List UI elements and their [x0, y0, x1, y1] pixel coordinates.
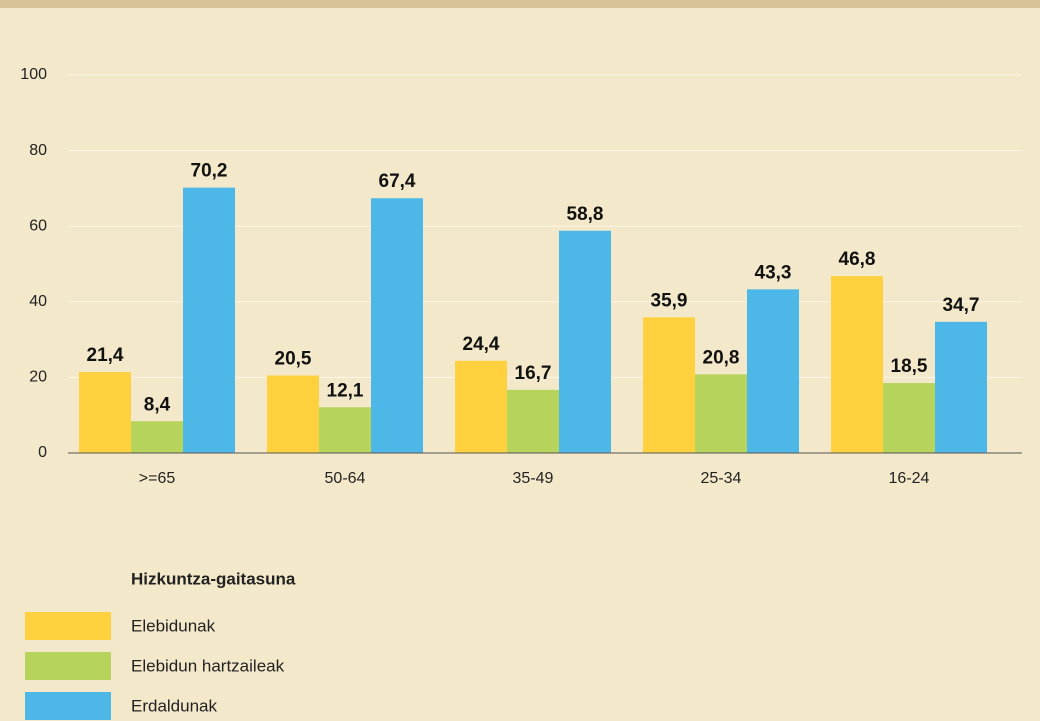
- bar: [371, 198, 423, 453]
- y-tick-label: 20: [29, 369, 47, 386]
- bar: [935, 321, 987, 453]
- legend-label: Elebidun hartzaileak: [131, 656, 285, 675]
- bar: [267, 375, 319, 453]
- value-label: 46,8: [839, 249, 876, 270]
- x-tick-label: 35-49: [513, 470, 554, 487]
- x-tick-label: 50-64: [325, 470, 366, 487]
- bar: [559, 230, 611, 453]
- value-label: 21,4: [87, 345, 124, 366]
- value-label: 24,4: [463, 334, 500, 355]
- y-tick-label: 0: [38, 444, 47, 461]
- legend-swatch: [25, 652, 111, 680]
- bar: [695, 374, 747, 453]
- value-label: 12,1: [327, 380, 364, 401]
- legend-swatch: [25, 612, 111, 640]
- value-label: 43,3: [755, 262, 792, 283]
- bar: [507, 389, 559, 453]
- x-tick-label: >=65: [139, 470, 176, 487]
- legend-label: Erdaldunak: [131, 696, 218, 715]
- bar: [319, 407, 371, 453]
- bar: [455, 360, 507, 453]
- bar: [643, 317, 695, 453]
- top-strip: [0, 0, 1040, 8]
- bar: [183, 187, 235, 454]
- bar: [883, 383, 935, 453]
- x-tick-label: 25-34: [701, 470, 742, 487]
- bar: [747, 289, 799, 453]
- y-tick-label: 60: [29, 217, 47, 234]
- legend-label: Elebidunak: [131, 616, 216, 635]
- y-tick-label: 40: [29, 293, 47, 310]
- value-label: 70,2: [191, 161, 228, 182]
- legend-title: Hizkuntza-gaitasuna: [131, 569, 296, 588]
- bar: [79, 372, 131, 453]
- value-label: 34,7: [943, 295, 980, 316]
- bar: [831, 276, 883, 453]
- legend-swatch: [25, 692, 111, 720]
- value-label: 16,7: [515, 363, 552, 384]
- value-label: 58,8: [567, 204, 604, 225]
- value-label: 35,9: [651, 290, 688, 311]
- value-label: 20,8: [703, 347, 740, 368]
- value-label: 8,4: [144, 394, 171, 415]
- y-tick-label: 100: [20, 66, 47, 83]
- value-label: 20,5: [275, 349, 312, 370]
- x-tick-label: 16-24: [889, 470, 930, 487]
- value-label: 67,4: [379, 171, 416, 192]
- value-label: 18,5: [891, 356, 928, 377]
- bar: [131, 421, 183, 453]
- y-tick-label: 80: [29, 142, 47, 159]
